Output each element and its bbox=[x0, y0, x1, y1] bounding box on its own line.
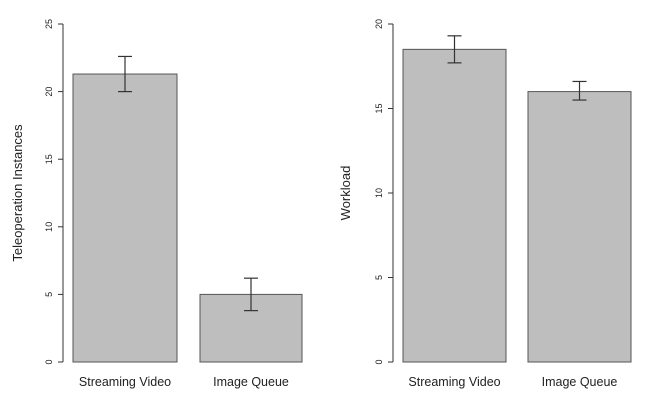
y-axis-title: Teleoperation Instances bbox=[10, 124, 25, 262]
y-tick-label: 10 bbox=[374, 188, 384, 198]
chart-panel-2: 0 5 10 15 20 Workload Streaming Video Image Que… bbox=[338, 19, 632, 389]
y-tick-label: 25 bbox=[44, 19, 54, 29]
error-bar bbox=[572, 80, 587, 101]
y-axis-title: Workload bbox=[338, 166, 353, 221]
y-tick-label: 15 bbox=[44, 154, 54, 164]
error-bar bbox=[244, 277, 258, 312]
y-tick-label: 0 bbox=[44, 359, 54, 364]
y-tick-label: 10 bbox=[44, 222, 54, 232]
x-category-label: Streaming Video bbox=[79, 375, 171, 389]
error-bar bbox=[447, 35, 462, 64]
y-tick-label: 20 bbox=[374, 19, 384, 29]
chart-panel-1: 0 5 10 15 20 25 Teleoperation Instances Streami… bbox=[10, 19, 303, 389]
x-category-label: Streaming Video bbox=[408, 375, 500, 389]
y-tick-label: 15 bbox=[374, 103, 384, 113]
y-tick-label: 5 bbox=[44, 292, 54, 297]
bar-1 bbox=[402, 48, 507, 363]
y-tick-label: 20 bbox=[44, 87, 54, 97]
y-tick-label: 5 bbox=[374, 275, 384, 280]
bar-2 bbox=[527, 91, 632, 363]
x-category-label: Image Queue bbox=[542, 375, 618, 389]
error-bar bbox=[118, 55, 132, 93]
bar-1 bbox=[72, 73, 178, 363]
y-tick-label: 0 bbox=[374, 359, 384, 364]
x-category-label: Image Queue bbox=[213, 375, 289, 389]
